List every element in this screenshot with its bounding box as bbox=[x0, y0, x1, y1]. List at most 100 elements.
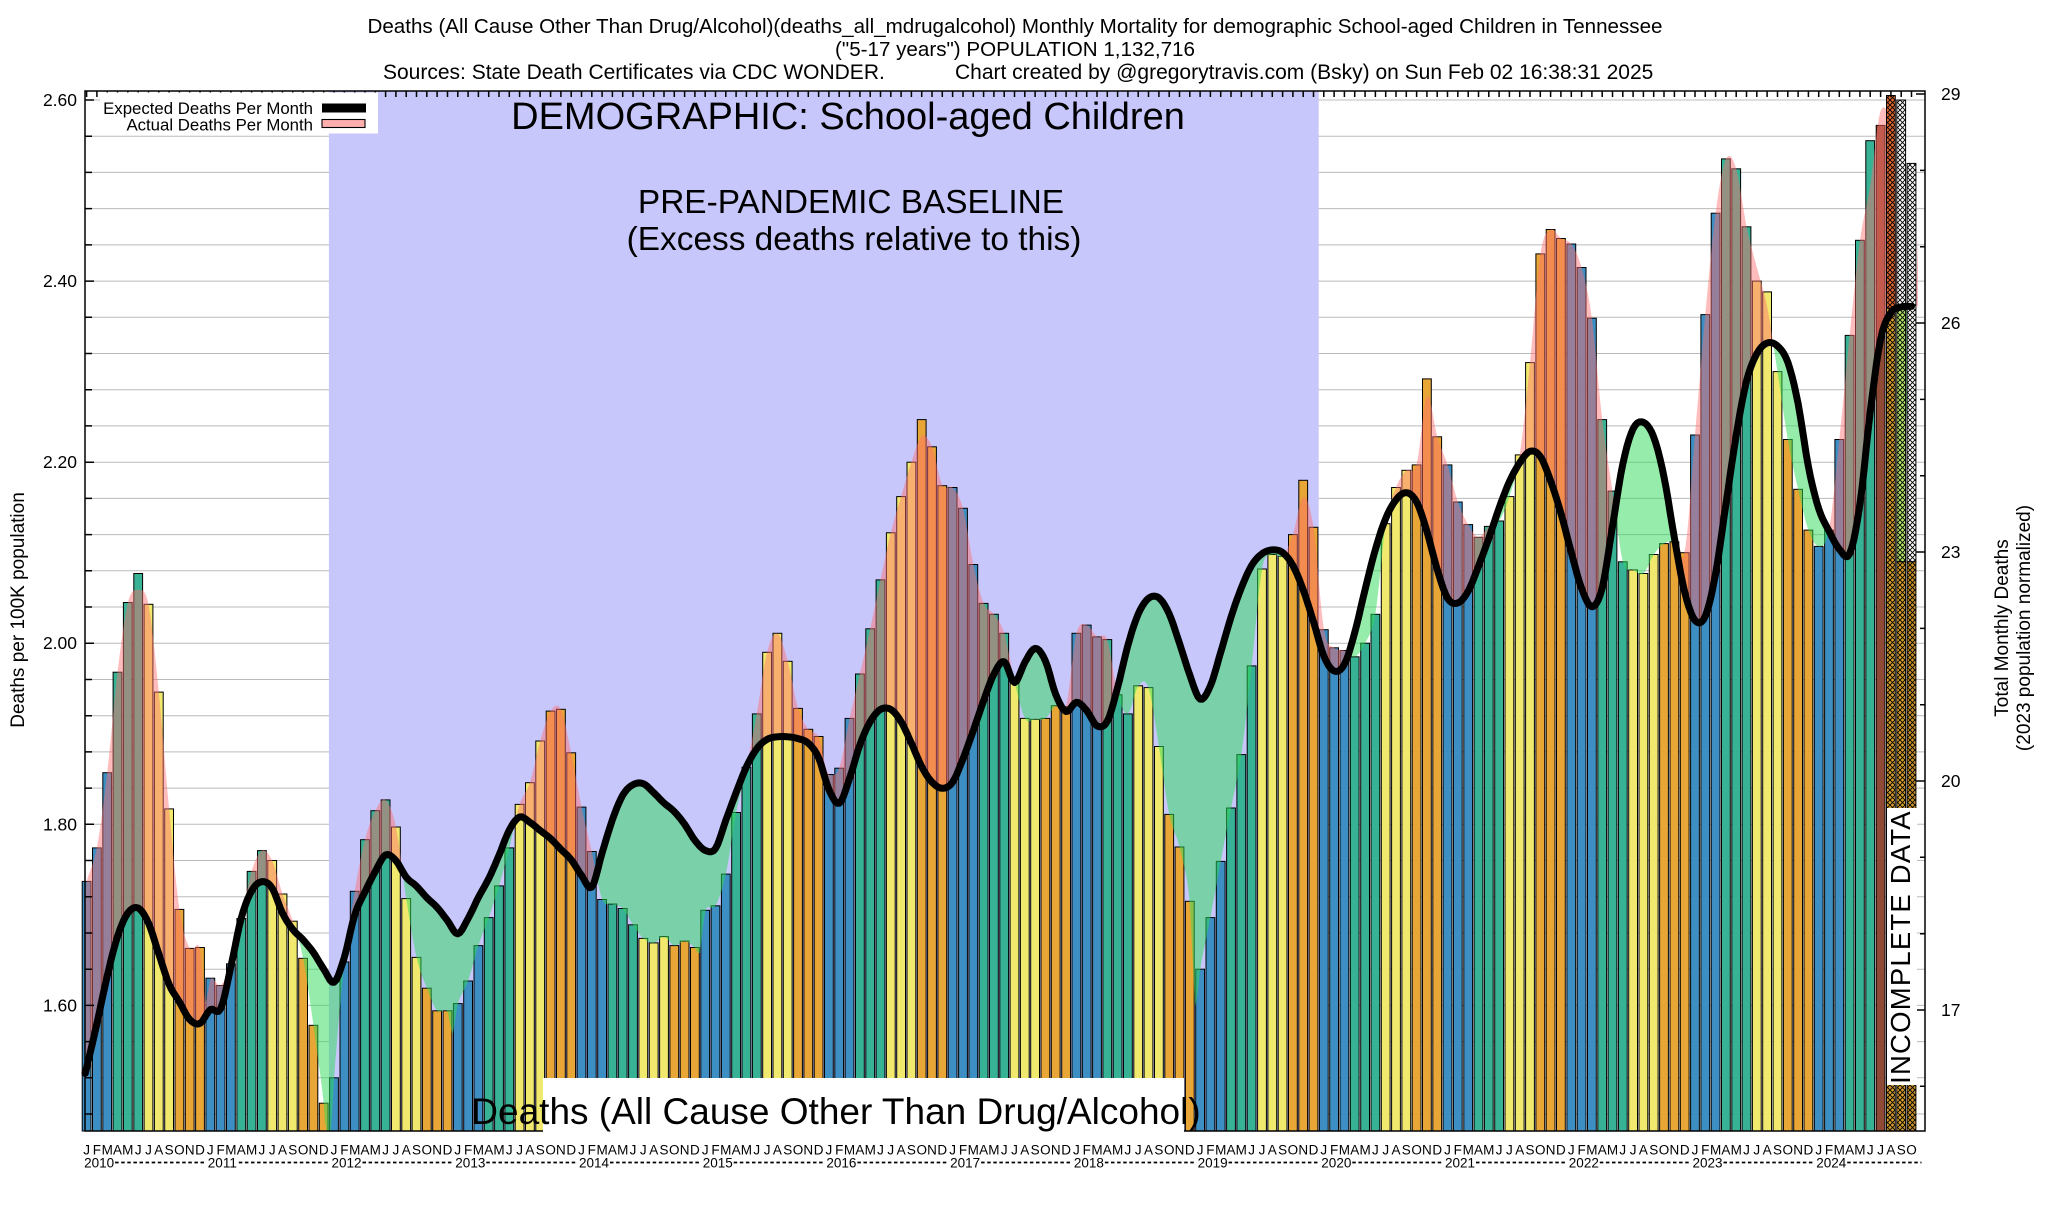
svg-text:A: A bbox=[1886, 1143, 1895, 1158]
svg-text:Total Monthly Deaths: Total Monthly Deaths bbox=[1992, 539, 2013, 716]
svg-text:J: J bbox=[1630, 1143, 1637, 1158]
svg-text:J: J bbox=[630, 1143, 637, 1158]
svg-text:M: M bbox=[1339, 1143, 1350, 1158]
svg-text:F: F bbox=[93, 1143, 101, 1158]
svg-text:O: O bbox=[545, 1143, 556, 1158]
svg-text:S: S bbox=[1031, 1143, 1040, 1158]
svg-text:M: M bbox=[1834, 1143, 1845, 1158]
svg-text:O: O bbox=[793, 1143, 804, 1158]
svg-text:M: M bbox=[473, 1143, 484, 1158]
svg-text:J: J bbox=[516, 1143, 523, 1158]
svg-text:D: D bbox=[319, 1143, 329, 1158]
svg-text:J: J bbox=[1320, 1143, 1327, 1158]
svg-text:J: J bbox=[1743, 1143, 1750, 1158]
svg-text:M: M bbox=[865, 1143, 876, 1158]
svg-text:Deaths (All Cause Other Than D: Deaths (All Cause Other Than Drug/Alcoho… bbox=[471, 1091, 1200, 1132]
svg-text:17: 17 bbox=[1941, 1000, 1960, 1020]
svg-text:O: O bbox=[669, 1143, 680, 1158]
svg-text:F: F bbox=[1206, 1143, 1214, 1158]
svg-text:N: N bbox=[680, 1143, 690, 1158]
svg-text:2.00: 2.00 bbox=[43, 633, 77, 653]
svg-text:O: O bbox=[1040, 1143, 1051, 1158]
svg-text:J: J bbox=[1815, 1143, 1822, 1158]
svg-text:D: D bbox=[1556, 1143, 1566, 1158]
svg-text:J: J bbox=[83, 1143, 90, 1158]
svg-text:A: A bbox=[1391, 1143, 1400, 1158]
svg-text:J: J bbox=[1444, 1143, 1451, 1158]
svg-text:2016: 2016 bbox=[826, 1156, 856, 1171]
svg-text:N: N bbox=[1051, 1143, 1061, 1158]
svg-text:J: J bbox=[578, 1143, 585, 1158]
svg-text:F: F bbox=[464, 1143, 472, 1158]
svg-text:F: F bbox=[588, 1143, 596, 1158]
svg-text:M: M bbox=[493, 1143, 504, 1158]
svg-text:N: N bbox=[1175, 1143, 1185, 1158]
svg-text:A: A bbox=[649, 1143, 658, 1158]
svg-text:A: A bbox=[732, 1143, 741, 1158]
svg-text:D: D bbox=[566, 1143, 576, 1158]
svg-text:S: S bbox=[1897, 1143, 1906, 1158]
svg-text:2015: 2015 bbox=[703, 1156, 733, 1171]
svg-text:N: N bbox=[556, 1143, 566, 1158]
svg-text:O: O bbox=[916, 1143, 927, 1158]
svg-text:2023: 2023 bbox=[1693, 1156, 1723, 1171]
svg-text:N: N bbox=[432, 1143, 442, 1158]
svg-text:O: O bbox=[298, 1143, 309, 1158]
svg-text:1.60: 1.60 bbox=[43, 995, 77, 1015]
svg-text:A: A bbox=[1020, 1143, 1029, 1158]
svg-text:D: D bbox=[1432, 1143, 1442, 1158]
svg-text:A: A bbox=[237, 1143, 246, 1158]
svg-text:A: A bbox=[1144, 1143, 1153, 1158]
svg-text:A: A bbox=[1268, 1143, 1277, 1158]
svg-text:J: J bbox=[753, 1143, 760, 1158]
svg-text:J: J bbox=[1568, 1143, 1575, 1158]
svg-text:J: J bbox=[1135, 1143, 1142, 1158]
svg-text:J: J bbox=[145, 1143, 152, 1158]
svg-text:A: A bbox=[1845, 1143, 1854, 1158]
svg-text:J: J bbox=[702, 1143, 709, 1158]
svg-text:M: M bbox=[225, 1143, 236, 1158]
svg-text:M: M bbox=[1483, 1143, 1494, 1158]
svg-text:S: S bbox=[659, 1143, 668, 1158]
svg-text:2020: 2020 bbox=[1321, 1156, 1351, 1171]
svg-text:A: A bbox=[1474, 1143, 1483, 1158]
svg-text:F: F bbox=[1701, 1143, 1709, 1158]
svg-text:A: A bbox=[897, 1143, 906, 1158]
svg-text:J: J bbox=[135, 1143, 142, 1158]
svg-text:1.80: 1.80 bbox=[43, 814, 77, 834]
svg-text:J: J bbox=[1382, 1143, 1389, 1158]
svg-text:F: F bbox=[711, 1143, 719, 1158]
svg-text:O: O bbox=[1659, 1143, 1670, 1158]
svg-text:Deaths (All Cause Other Than D: Deaths (All Cause Other Than Drug/Alcoho… bbox=[367, 15, 1662, 38]
svg-text:J: J bbox=[1619, 1143, 1626, 1158]
svg-text:J: J bbox=[506, 1143, 513, 1158]
svg-text:A: A bbox=[1103, 1143, 1112, 1158]
svg-text:S: S bbox=[536, 1143, 545, 1158]
svg-text:M: M bbox=[1586, 1143, 1597, 1158]
svg-text:2021: 2021 bbox=[1445, 1156, 1475, 1171]
svg-text:S: S bbox=[1402, 1143, 1411, 1158]
svg-text:M: M bbox=[1215, 1143, 1226, 1158]
svg-text:N: N bbox=[1298, 1143, 1308, 1158]
svg-text:J: J bbox=[1506, 1143, 1513, 1158]
svg-text:D: D bbox=[690, 1143, 700, 1158]
svg-text:S: S bbox=[288, 1143, 297, 1158]
svg-text:M: M bbox=[1731, 1143, 1742, 1158]
svg-text:PRE-PANDEMIC BASELINE: PRE-PANDEMIC BASELINE bbox=[638, 184, 1064, 221]
svg-text:M: M bbox=[617, 1143, 628, 1158]
svg-text:F: F bbox=[1454, 1143, 1462, 1158]
svg-text:J: J bbox=[764, 1143, 771, 1158]
svg-text:A: A bbox=[855, 1143, 864, 1158]
svg-text:F: F bbox=[1083, 1143, 1091, 1158]
svg-text:N: N bbox=[803, 1143, 813, 1158]
svg-text:J: J bbox=[1001, 1143, 1008, 1158]
svg-text:D: D bbox=[1061, 1143, 1071, 1158]
svg-text:O: O bbox=[1535, 1143, 1546, 1158]
svg-text:M: M bbox=[1112, 1143, 1123, 1158]
svg-text:D: D bbox=[1309, 1143, 1319, 1158]
svg-text:M: M bbox=[720, 1143, 731, 1158]
svg-text:("5-17 years") POPULATION 1,13: ("5-17 years") POPULATION 1,132,716 bbox=[835, 38, 1195, 61]
svg-text:J: J bbox=[1877, 1143, 1884, 1158]
svg-text:M: M bbox=[1359, 1143, 1370, 1158]
svg-text:J: J bbox=[1753, 1143, 1760, 1158]
